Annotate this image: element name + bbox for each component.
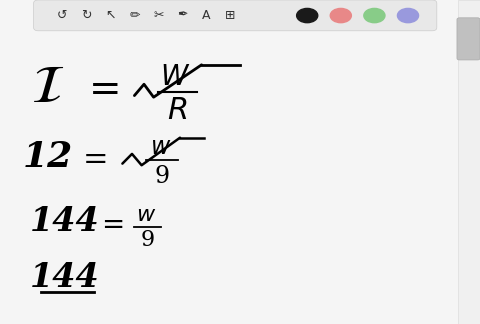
Text: $R$: $R$ xyxy=(168,95,188,126)
Text: ↻: ↻ xyxy=(81,9,92,22)
Text: ✒: ✒ xyxy=(177,9,188,22)
FancyBboxPatch shape xyxy=(458,0,480,324)
Text: ✏: ✏ xyxy=(129,9,140,22)
Text: 12: 12 xyxy=(23,140,73,174)
Text: ⊞: ⊞ xyxy=(225,9,236,22)
Circle shape xyxy=(330,8,351,23)
Text: ↺: ↺ xyxy=(57,9,68,22)
Text: 144: 144 xyxy=(30,260,100,294)
Text: 9: 9 xyxy=(154,165,169,188)
Circle shape xyxy=(297,8,318,23)
Text: $W$: $W$ xyxy=(160,64,191,91)
Text: 144: 144 xyxy=(30,205,100,238)
FancyBboxPatch shape xyxy=(34,0,437,31)
Text: $w$: $w$ xyxy=(136,204,156,226)
Text: =: = xyxy=(83,145,109,176)
Text: =: = xyxy=(101,212,124,239)
Circle shape xyxy=(364,8,385,23)
Text: A: A xyxy=(202,9,211,22)
Text: $\mathcal{I}$: $\mathcal{I}$ xyxy=(31,62,65,113)
FancyBboxPatch shape xyxy=(457,18,480,60)
Text: $w$: $w$ xyxy=(150,136,171,159)
Text: ✂: ✂ xyxy=(153,9,164,22)
Text: 9: 9 xyxy=(140,229,155,251)
Text: =: = xyxy=(89,72,122,109)
Circle shape xyxy=(397,8,419,23)
Text: ↖: ↖ xyxy=(105,9,116,22)
